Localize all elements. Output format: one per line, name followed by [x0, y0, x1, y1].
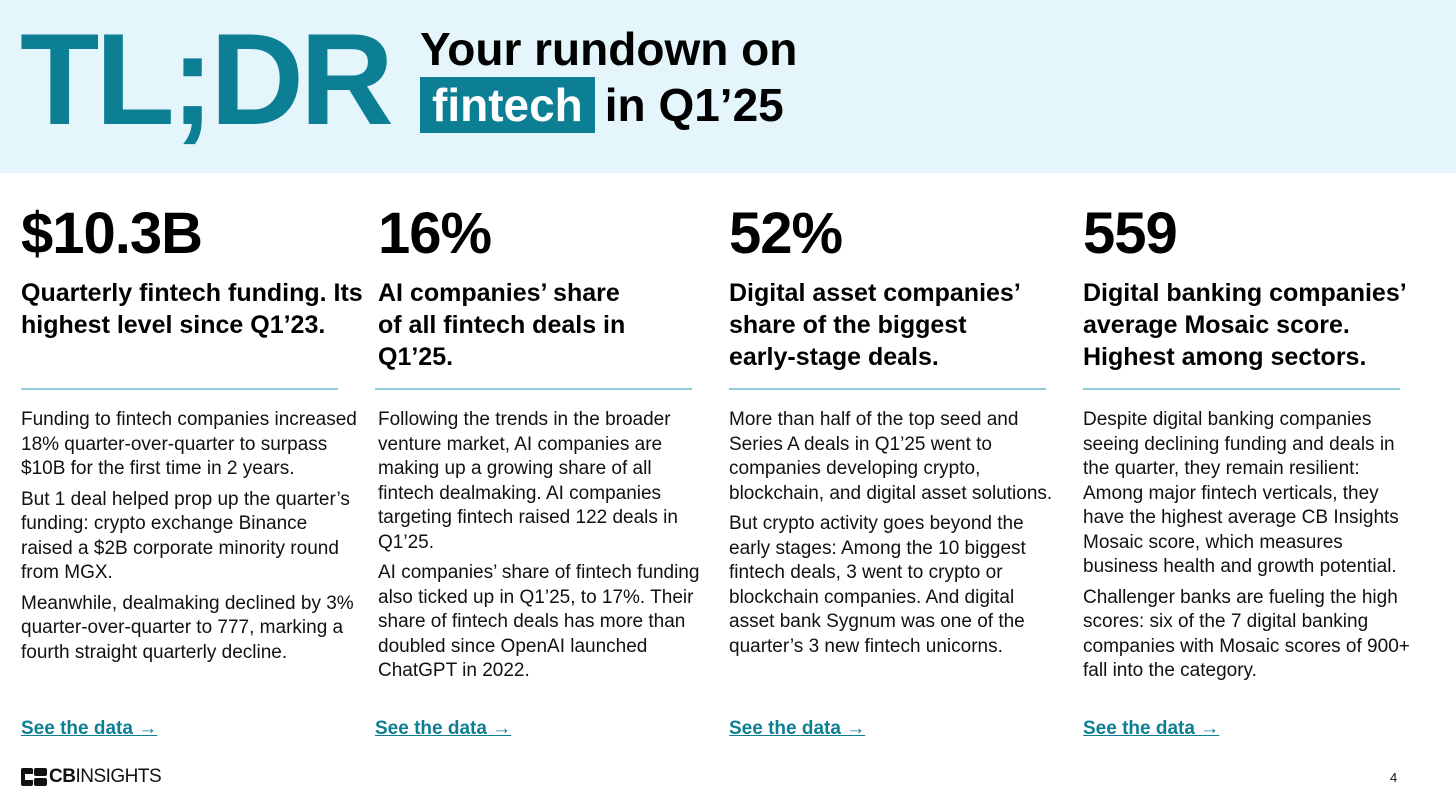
- page-number: 4: [1390, 770, 1398, 785]
- see-the-data-link[interactable]: See the data →: [375, 718, 512, 739]
- divider: [729, 388, 1046, 390]
- body-paragraph: Following the trends in the broader vent…: [378, 409, 678, 553]
- header-banner: TL;DR Your rundown on fintech in Q1’25: [0, 0, 1456, 173]
- stat-body: Despite digital banking companies seeing…: [1083, 408, 1423, 684]
- fintech-highlight: fintech: [420, 77, 595, 134]
- stat-column-funding: $10.3B Quarterly fintech funding. Its hi…: [21, 205, 363, 671]
- headline: Your rundown on fintech in Q1’25: [420, 22, 798, 134]
- stat-body: More than half of the top seed and Serie…: [729, 408, 1054, 659]
- stat-value: 16%: [378, 201, 492, 266]
- headline-line-2-rest: in Q1’25: [604, 79, 784, 132]
- body-paragraph: AI companies’ share of fintech funding a…: [378, 562, 700, 681]
- stat-column-digital-assets: 52% Digital asset companies’ share of th…: [729, 205, 1054, 665]
- body-paragraph: More than half of the top seed and Serie…: [729, 409, 1053, 504]
- divider: [21, 388, 338, 390]
- divider: [1083, 388, 1400, 390]
- stat-value: 559: [1083, 201, 1178, 266]
- stat-subhead: Quarterly fintech funding. Its highest l…: [21, 279, 363, 339]
- headline-line-2: fintech in Q1’25: [420, 77, 797, 134]
- stat-value: $10.3B: [21, 201, 203, 266]
- body-paragraph: Meanwhile, dealmaking declined by 3% qua…: [21, 592, 354, 663]
- stat-body: Funding to fintech companies increased 1…: [21, 408, 363, 665]
- stat-column-digital-banking: 559 Digital banking companies’ average M…: [1083, 205, 1423, 690]
- stat-subhead: Digital asset companies’ share of the bi…: [729, 279, 1020, 371]
- stat-column-ai-share: 16% AI companies’ share of all fintech d…: [375, 201, 703, 690]
- body-paragraph: Funding to fintech companies increased 1…: [21, 409, 357, 479]
- body-paragraph: But crypto activity goes beyond the earl…: [729, 513, 1026, 657]
- logo-text-bold: CB: [49, 766, 76, 787]
- cb-insights-logo-mark-icon: [21, 768, 47, 786]
- see-the-data-link[interactable]: See the data →: [21, 718, 158, 739]
- see-the-data-link[interactable]: See the data →: [729, 718, 866, 739]
- stat-value: 52%: [729, 201, 843, 266]
- cb-insights-logo: CBINSIGHTS: [21, 766, 162, 788]
- body-paragraph: Challenger banks are fueling the high sc…: [1083, 586, 1410, 682]
- headline-line-1: Your rundown on: [420, 23, 798, 75]
- tldr-title: TL;DR: [20, 6, 394, 152]
- body-paragraph: But 1 deal helped prop up the quarter’s …: [21, 488, 350, 584]
- stat-subhead: Digital banking companies’ average Mosai…: [1083, 279, 1406, 371]
- divider: [375, 388, 692, 390]
- body-paragraph: Despite digital banking companies seeing…: [1083, 409, 1399, 577]
- see-the-data-link[interactable]: See the data →: [1083, 718, 1220, 739]
- stat-body: Following the trends in the broader vent…: [378, 408, 703, 684]
- stat-subhead: AI companies’ share of all fintech deals…: [378, 279, 626, 371]
- logo-text-rest: INSIGHTS: [75, 766, 162, 787]
